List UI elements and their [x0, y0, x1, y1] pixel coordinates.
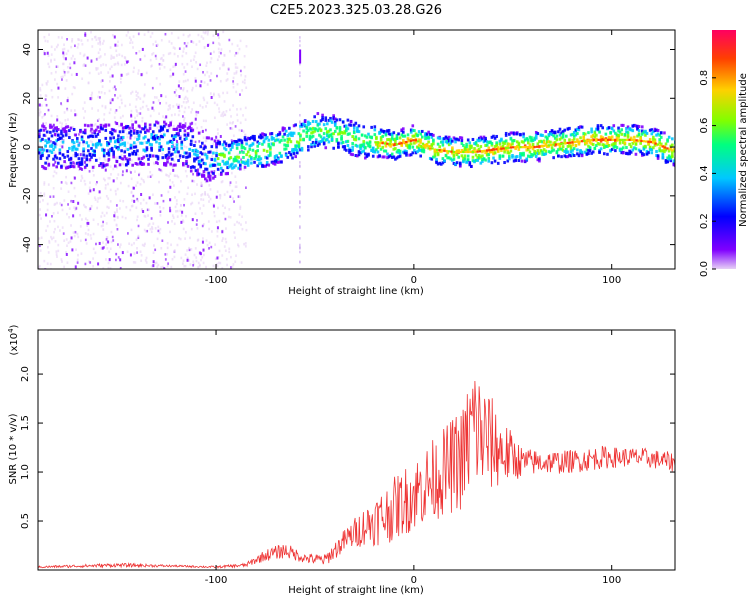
snr-ytick-label: 2.0 — [20, 366, 31, 382]
snr-xlabel: Height of straight line (km) — [288, 585, 424, 596]
spectrogram-xtick-label: 100 — [602, 275, 621, 286]
snr-scale-exponent: 4 — [7, 328, 15, 333]
svg-text:(x104): (x104) — [7, 324, 20, 355]
spectrogram-panel: -100 0 100 -40 -20 0 20 40 Height of straight l… — [8, 29, 676, 297]
colorbar-gradient — [712, 30, 736, 269]
snr-xtick-label: 0 — [411, 575, 417, 586]
spectrogram-xtick-label: -100 — [205, 275, 228, 286]
spectrogram-ytick-label: 0 — [22, 144, 33, 150]
spectrogram-frame — [37, 29, 676, 270]
snr-ytick-label: 1.0 — [20, 464, 31, 480]
snr-scale-close: ) — [9, 324, 20, 328]
snr-frame — [37, 329, 676, 571]
snr-xtick-label: 100 — [602, 575, 621, 586]
colorbar-tick-label: 0.0 — [699, 261, 710, 277]
spectrogram-ytick-label: 40 — [22, 43, 33, 56]
spectrogram-ytick-label: 20 — [22, 92, 33, 105]
colorbar: 0.0 0.2 0.4 0.6 0.8 Normalized spectral ampl… — [699, 30, 749, 277]
colorbar-label: Normalized spectral amplitude — [738, 73, 749, 227]
snr-scale-label: (x104) — [7, 324, 20, 355]
colorbar-tick-label: 0.8 — [699, 70, 710, 86]
spectrogram-xtick-label: 0 — [411, 275, 417, 286]
colorbar-tick-label: 0.4 — [699, 165, 710, 181]
snr-scale-prefix: (x10 — [9, 333, 20, 356]
snr-ytick-label: 1.5 — [20, 415, 31, 431]
snr-ylabel: SNR (10 * v/v) — [8, 413, 19, 484]
colorbar-tick-label: 0.6 — [699, 118, 710, 134]
spectrogram-ticks: -100 0 100 -40 -20 0 20 40 — [22, 30, 675, 286]
snr-panel: -100 0 100 0.5 1.0 1.5 2.0 Height of straight … — [7, 324, 676, 596]
spectrogram-xlabel: Height of straight line (km) — [288, 286, 424, 297]
snr-xtick-label: -100 — [205, 575, 228, 586]
spectrogram-heatmap — [38, 30, 675, 269]
snr-series-line — [38, 380, 675, 569]
snr-ytick-label: 0.5 — [20, 513, 31, 529]
figure-title: C2E5.2023.325.03.28.G26 — [270, 3, 442, 18]
colorbar-tick-label: 0.2 — [699, 213, 710, 229]
spectrogram-ytick-label: -20 — [22, 188, 33, 204]
spectrogram-ytick-label: -40 — [22, 236, 33, 252]
colorbar-ticks: 0.0 0.2 0.4 0.6 0.8 — [699, 70, 716, 277]
spectrogram-ylabel: Frequency (Hz) — [8, 112, 19, 188]
snr-ticks: -100 0 100 0.5 1.0 1.5 2.0 — [20, 330, 675, 586]
